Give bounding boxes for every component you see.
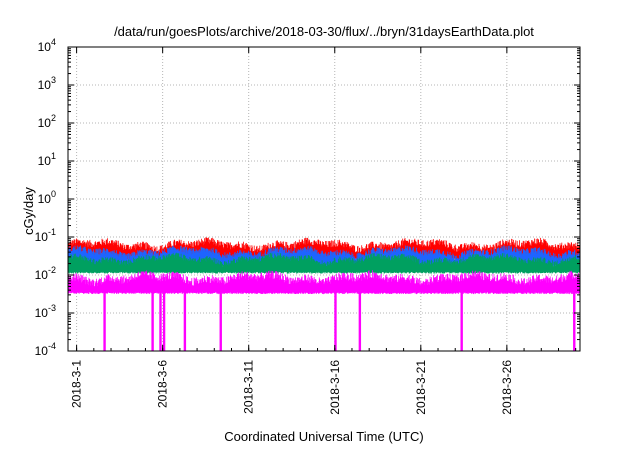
chart-title: /data/run/goesPlots/archive/2018-03-30/f… bbox=[114, 24, 534, 39]
x-tick-label: 2018-3-6 bbox=[156, 360, 170, 408]
x-tick-label: 2018-3-16 bbox=[328, 360, 342, 415]
x-tick-label: 2018-3-26 bbox=[500, 360, 514, 415]
y-tick-label: 100 bbox=[38, 189, 56, 206]
y-tick-label: 10-4 bbox=[35, 341, 56, 358]
grid bbox=[68, 47, 580, 351]
y-axis-label: cGy/day bbox=[21, 187, 36, 235]
dropout-group bbox=[103, 290, 576, 351]
x-tick-label: 2018-3-1 bbox=[70, 360, 84, 408]
x-axis-label: Coordinated Universal Time (UTC) bbox=[224, 429, 423, 444]
y-tick-label: 102 bbox=[38, 113, 56, 130]
x-tick-label: 2018-3-11 bbox=[242, 360, 256, 414]
y-tick-label: 103 bbox=[38, 75, 56, 92]
y-axis: 10-4 10-3 10-2 10-1 100 101 102 103 104 bbox=[35, 37, 580, 358]
y-tick-label: 104 bbox=[38, 37, 56, 54]
series-group bbox=[67, 237, 581, 295]
x-axis: 2018-3-1 2018-3-6 2018-3-11 2018-3-16 2018-3… bbox=[70, 47, 577, 415]
y-tick-label: 10-3 bbox=[35, 303, 56, 320]
y-tick-label: 10-1 bbox=[35, 227, 56, 244]
series-3-line bbox=[67, 270, 581, 295]
y-tick-label: 101 bbox=[38, 151, 56, 168]
y-tick-label: 10-2 bbox=[35, 265, 56, 282]
x-tick-label: 2018-3-21 bbox=[414, 360, 428, 415]
